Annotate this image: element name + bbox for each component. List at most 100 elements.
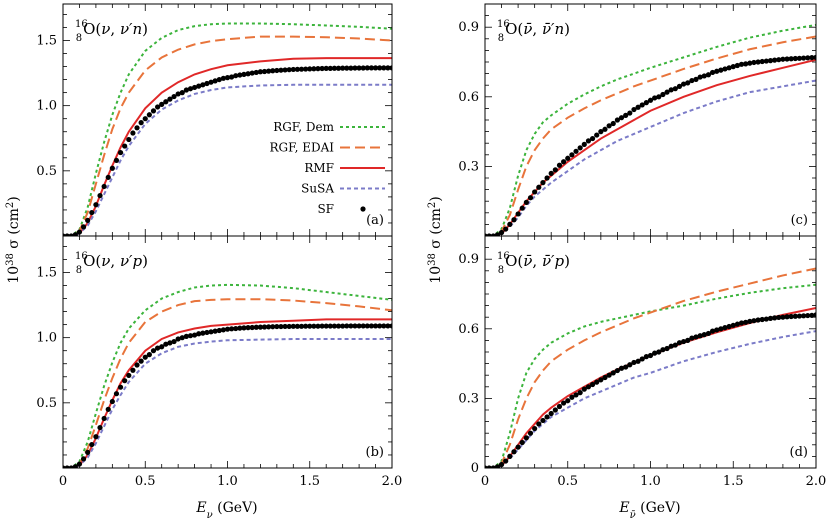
sf-point	[76, 461, 83, 467]
sf-point	[681, 81, 687, 87]
sf-point	[233, 325, 239, 332]
sf-point	[167, 340, 173, 346]
legend-label: RGF, EDAI	[270, 141, 335, 155]
sf-point	[154, 345, 161, 351]
sf-point	[635, 358, 641, 364]
series-line-rmf	[485, 58, 816, 236]
sf-point	[68, 465, 74, 468]
sf-point	[565, 155, 571, 161]
sf-point	[220, 75, 226, 81]
x-tick-label: 2.0	[382, 474, 403, 489]
sf-point	[486, 465, 492, 468]
sf-point	[89, 209, 95, 216]
sf-point	[381, 65, 387, 71]
sf-point	[784, 56, 790, 62]
y-tick-label: 0.6	[458, 90, 479, 105]
sf-point	[589, 381, 596, 388]
sf-point	[490, 233, 496, 236]
sf-point	[85, 449, 91, 455]
sf-point	[93, 434, 99, 440]
sf-point	[813, 312, 816, 318]
sf-point	[722, 325, 728, 331]
sf-point	[544, 175, 550, 181]
sf-point	[208, 79, 214, 85]
sf-point	[196, 83, 202, 89]
sf-point	[536, 184, 542, 190]
sf-point	[315, 323, 321, 329]
sf-point	[800, 313, 807, 319]
sf-point	[660, 91, 666, 98]
y-tick-label: 0.9	[458, 20, 479, 35]
legend-item: SuSA	[301, 182, 385, 196]
x-tick-label: 0	[481, 474, 489, 489]
sf-point	[714, 68, 720, 74]
sf-point	[743, 319, 749, 325]
sf-point	[233, 73, 239, 79]
x-tick-label: 0.5	[135, 474, 156, 489]
sf-point	[519, 439, 525, 446]
sf-point	[647, 352, 654, 359]
sf-point	[307, 323, 313, 329]
panel-title: 16 8O(ν̄, ν̄′n)	[497, 19, 570, 44]
sf-point	[122, 143, 128, 149]
axis-frame	[484, 3, 817, 237]
sf-point	[340, 323, 346, 329]
sf-point	[109, 398, 115, 405]
sf-point	[179, 335, 185, 341]
sf-point	[490, 465, 496, 468]
sf-point	[598, 129, 604, 135]
sf-point	[788, 313, 794, 320]
sf-point	[261, 324, 268, 330]
sf-point	[307, 66, 313, 72]
sf-point	[585, 384, 592, 390]
sf-point	[515, 211, 521, 217]
y-tick-label: 1.5	[36, 265, 57, 280]
sf-point	[788, 56, 794, 62]
sf-point	[709, 69, 716, 76]
panel-title: 16 8O(ν, ν′n)	[75, 19, 148, 44]
sf-point	[368, 323, 375, 329]
sf-point	[270, 68, 276, 74]
sf-point	[743, 61, 749, 67]
sf-point	[780, 314, 786, 320]
sf-point	[730, 64, 736, 70]
sf-point	[792, 313, 798, 319]
sf-point	[72, 464, 78, 468]
sf-point	[204, 80, 210, 87]
sf-point	[76, 229, 83, 235]
sf-point	[323, 323, 329, 329]
sf-point	[352, 323, 358, 329]
sf-point	[274, 67, 280, 74]
y-tick-label: 0	[471, 461, 479, 476]
sf-point	[606, 123, 612, 129]
sf-point	[171, 338, 177, 345]
sf-point	[652, 350, 658, 356]
panel-letter: (c)	[791, 213, 808, 228]
sf-point	[212, 328, 218, 334]
legend-label: RMF	[304, 161, 334, 175]
panel-letter: (a)	[366, 213, 384, 228]
series-line-rgf-edai	[485, 267, 816, 468]
sf-point	[364, 65, 370, 71]
sf-point	[319, 323, 325, 329]
sf-point	[540, 417, 546, 424]
sf-point	[163, 341, 169, 347]
sf-point	[196, 331, 202, 337]
sf-point	[179, 90, 185, 96]
legend-label: SF	[317, 202, 334, 216]
sf-point	[594, 132, 600, 138]
sf-point	[672, 342, 678, 348]
sf-point	[503, 458, 509, 464]
axis-frame	[62, 235, 393, 469]
sf-point	[150, 108, 157, 114]
sf-point	[331, 323, 338, 329]
sf-point	[647, 97, 654, 103]
sf-point	[150, 348, 157, 354]
sf-point	[780, 56, 786, 62]
sf-point	[385, 323, 391, 329]
sf-point	[631, 359, 637, 366]
panel-letter: (d)	[790, 445, 808, 460]
sf-point	[763, 316, 769, 322]
sf-point	[730, 322, 736, 328]
